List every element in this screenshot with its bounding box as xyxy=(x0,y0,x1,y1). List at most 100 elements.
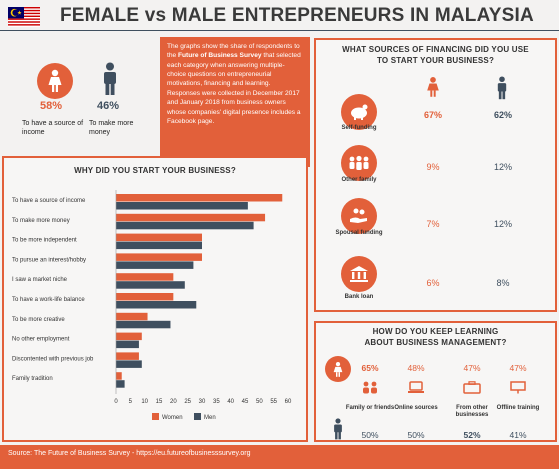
woman-icon xyxy=(48,69,62,92)
legend-label-men: Men xyxy=(204,415,216,421)
financing-men-self-funding: 62% xyxy=(493,110,512,120)
financing-label-other-family: Other family xyxy=(341,177,377,183)
x-tick-label: 25 xyxy=(184,399,191,405)
category-label: No other employment xyxy=(12,337,70,343)
category-label: To have a source of income xyxy=(12,198,86,204)
bar-men xyxy=(116,340,139,349)
laptop-icon xyxy=(408,381,424,393)
people-icon xyxy=(363,381,377,394)
learning-men-training: 41% xyxy=(509,430,527,440)
women-badge xyxy=(37,63,73,99)
men-top-reason-label: To make more money xyxy=(89,120,134,136)
x-tick-label: 20 xyxy=(170,399,177,405)
x-tick-label: 0 xyxy=(114,399,118,405)
learning-label-online: Online sources xyxy=(394,405,438,411)
learning-women-training: 47% xyxy=(509,363,527,373)
financing-label-self-funding: Self-funding xyxy=(341,125,377,131)
source-footer: Source: The Future of Business Survey - … xyxy=(0,445,559,469)
presentation-icon xyxy=(510,381,526,394)
chart-title: WHY DID YOU START YOUR BUSINESS? xyxy=(74,166,236,175)
bar-men xyxy=(116,380,125,388)
learning-label-family: Family or friends xyxy=(345,405,395,411)
briefcase-icon xyxy=(463,381,481,394)
financing-women-self-funding: 67% xyxy=(423,110,442,120)
financing-women-other-family: 9% xyxy=(426,162,440,172)
bar-men xyxy=(116,301,197,309)
legend-label-women: Women xyxy=(162,415,183,421)
learning-title: HOW DO YOU KEEP LEARNING ABOUT BUSINESS … xyxy=(364,327,507,348)
bar-women xyxy=(116,332,142,341)
x-tick-label: 30 xyxy=(199,399,206,405)
bar-women xyxy=(116,213,266,222)
legend-swatch-men xyxy=(194,413,201,420)
category-label: To have a work-life balance xyxy=(12,297,85,303)
financing-men-bank-loan: 8% xyxy=(496,278,510,288)
x-tick-label: 35 xyxy=(213,399,220,405)
bar-men xyxy=(116,261,194,269)
learning-men-businesses: 52% xyxy=(463,430,481,440)
bar-men xyxy=(116,202,248,210)
category-label: Family tradition xyxy=(12,376,53,382)
learning-women-family: 65% xyxy=(361,363,379,373)
financing-women-bank-loan: 6% xyxy=(426,278,440,288)
x-tick-label: 15 xyxy=(156,399,163,405)
learning-woman-icon xyxy=(333,361,343,377)
men-top-reason-pct: 46% xyxy=(97,100,120,112)
legend-swatch-women xyxy=(152,413,159,420)
women-top-reason-pct: 58% xyxy=(40,100,63,112)
x-tick-label: 40 xyxy=(227,399,234,405)
learning-women-businesses: 47% xyxy=(463,363,481,373)
intro-description: The graphs show the share of respondents… xyxy=(160,37,310,167)
financing-man-icon xyxy=(497,76,507,100)
learning-man-icon xyxy=(334,418,342,440)
bar-men xyxy=(116,360,142,368)
header-divider xyxy=(0,30,559,31)
bar-women xyxy=(116,253,202,261)
malaysia-flag-icon xyxy=(8,7,40,27)
bar-women xyxy=(116,372,122,380)
financing-title: WHAT SOURCES OF FINANCING DID YOU USE TO… xyxy=(342,45,529,66)
bar-men xyxy=(116,221,254,230)
bar-women xyxy=(116,233,202,242)
category-label: Discontented with previous job xyxy=(12,356,94,362)
bar-women xyxy=(116,312,148,321)
category-label: To be more creative xyxy=(12,317,65,323)
bar-women xyxy=(116,194,283,202)
category-label: To pursue an interest/hobby xyxy=(12,257,86,263)
learning-label-training: Offline training xyxy=(496,405,540,411)
learning-woman-badge xyxy=(325,356,351,382)
learning-men-family: 50% xyxy=(361,430,379,440)
category-label: I saw a market niche xyxy=(12,277,68,283)
piggy-bank-icon xyxy=(341,94,377,130)
x-tick-label: 60 xyxy=(285,399,292,405)
financing-woman-icon xyxy=(427,77,439,97)
category-label: To make more money xyxy=(12,218,70,224)
x-tick-label: 45 xyxy=(242,399,249,405)
learning-men-online: 50% xyxy=(407,430,425,440)
family-icon xyxy=(341,145,377,181)
women-top-reason-label: To have a source of income xyxy=(22,120,84,136)
survey-name: Future of Business Survey xyxy=(178,52,262,60)
motivation-bar-chart: To have a source of income To make more m… xyxy=(12,190,292,421)
x-tick-label: 55 xyxy=(270,399,277,405)
bar-women xyxy=(116,273,174,281)
coins-hand-icon xyxy=(341,198,377,234)
financing-men-other-family: 12% xyxy=(493,162,512,172)
x-tick-label: 10 xyxy=(141,399,148,405)
financing-label-spousal-funding: Spousal funding xyxy=(335,230,383,236)
financing-label-bank-loan: Bank loan xyxy=(344,294,374,300)
bar-men xyxy=(116,281,185,289)
bar-men xyxy=(116,241,202,250)
bar-women xyxy=(116,293,174,301)
learning-women-online: 48% xyxy=(407,363,425,373)
financing-women-spousal-funding: 7% xyxy=(426,219,440,229)
page-title: FEMALE vs MALE ENTREPRENEURS IN MALAYSIA xyxy=(60,5,534,26)
bar-women xyxy=(116,352,139,360)
x-tick-label: 50 xyxy=(256,399,263,405)
bar-men xyxy=(116,320,171,329)
x-tick-label: 5 xyxy=(129,399,133,405)
financing-men-spousal-funding: 12% xyxy=(493,219,512,229)
bank-icon xyxy=(341,256,377,292)
learning-label-businesses: From other businesses xyxy=(455,405,489,419)
man-icon xyxy=(104,62,116,95)
